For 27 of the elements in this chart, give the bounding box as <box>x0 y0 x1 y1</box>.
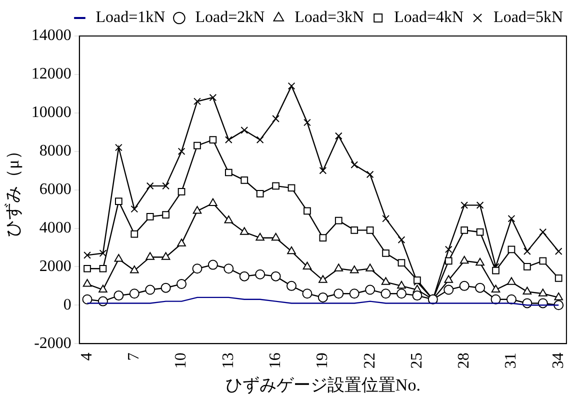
y-tick-label: 0 <box>63 296 72 314</box>
y-tick-label: 8000 <box>39 142 72 160</box>
y-tick-label: 14000 <box>31 27 72 44</box>
y-tick-label: 12000 <box>31 66 72 83</box>
x-tick-label: 31 <box>502 352 520 369</box>
y-tick-label: -2000 <box>34 334 72 352</box>
legend-label: Load=1kN <box>96 9 166 26</box>
x-tick-label: 19 <box>314 352 332 369</box>
x-tick-label: 25 <box>408 352 426 369</box>
x-tick-label: 16 <box>267 352 284 369</box>
legend-label: Load=2kN <box>195 9 266 26</box>
x-tick-label: 10 <box>172 352 190 369</box>
legend-label: Load=4kN <box>394 9 464 26</box>
x-tick-label: 34 <box>550 352 567 369</box>
y-tick-label: 2000 <box>39 258 72 275</box>
legend-label: Load=3kN <box>294 9 365 26</box>
x-tick-label: 13 <box>220 352 237 369</box>
x-tick-label: 7 <box>126 352 143 361</box>
y-axis-title: ひずみ（μ） <box>4 142 23 237</box>
x-tick-label: 22 <box>361 352 378 369</box>
y-tick-label: 10000 <box>31 104 72 122</box>
y-tick-label: 4000 <box>39 219 72 236</box>
x-tick-label: 28 <box>456 352 473 369</box>
x-tick-label: 4 <box>78 352 96 361</box>
y-tick-label: 6000 <box>39 181 72 198</box>
x-axis-title: ひずみゲージ設置位置No. <box>225 375 420 394</box>
legend-label: Load=5kN <box>494 9 564 26</box>
